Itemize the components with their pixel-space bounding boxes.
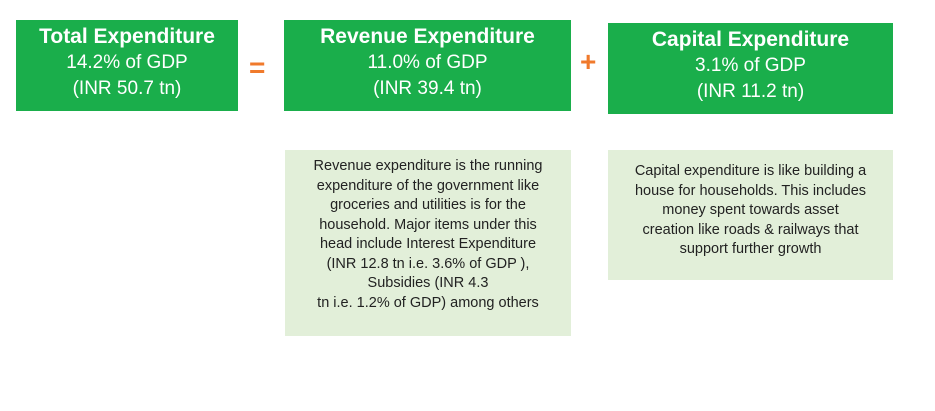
capital-expenditure-box: Capital Expenditure 3.1% of GDP (INR 11.… [608,23,893,114]
total-expenditure-box: Total Expenditure 14.2% of GDP (INR 50.7… [16,20,238,111]
plus-sign: + [580,46,597,77]
total-expenditure-title: Total Expenditure [39,25,215,48]
revenue-expenditure-amount: (INR 39.4 tn) [373,78,482,99]
equals-sign: = [249,52,266,83]
revenue-expenditure-pct: 11.0% of GDP [367,52,488,73]
total-expenditure-pct: 14.2% of GDP [66,52,188,73]
revenue-expenditure-title: Revenue Expenditure [320,25,535,48]
revenue-expenditure-box: Revenue Expenditure 11.0% of GDP (INR 39… [284,20,571,111]
capital-expenditure-title: Capital Expenditure [651,28,850,51]
capital-expenditure-amount: (INR 11.2 tn) [696,81,805,102]
capital-expenditure-pct: 3.1% of GDP [695,55,806,76]
total-expenditure-amount: (INR 50.7 tn) [72,78,182,99]
revenue-expenditure-note: Revenue expenditure is the running expen… [285,150,571,336]
capital-expenditure-note: Capital expenditure is like building a h… [608,150,893,280]
